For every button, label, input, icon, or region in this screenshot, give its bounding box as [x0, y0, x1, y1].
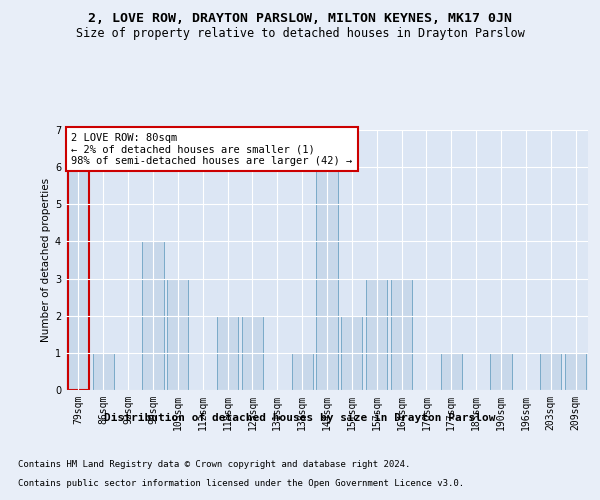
- Bar: [391, 278, 412, 390]
- Text: 2, LOVE ROW, DRAYTON PARSLOW, MILTON KEYNES, MK17 0JN: 2, LOVE ROW, DRAYTON PARSLOW, MILTON KEY…: [88, 12, 512, 26]
- Text: Contains HM Land Registry data © Crown copyright and database right 2024.: Contains HM Land Registry data © Crown c…: [18, 460, 410, 469]
- Bar: [167, 278, 188, 390]
- Text: Size of property relative to detached houses in Drayton Parslow: Size of property relative to detached ho…: [76, 28, 524, 40]
- Bar: [242, 316, 263, 390]
- Bar: [93, 353, 114, 390]
- Bar: [540, 353, 561, 390]
- Bar: [341, 316, 362, 390]
- Bar: [490, 353, 512, 390]
- Bar: [565, 353, 586, 390]
- Text: Contains public sector information licensed under the Open Government Licence v3: Contains public sector information licen…: [18, 478, 464, 488]
- Bar: [441, 353, 462, 390]
- Bar: [316, 167, 338, 390]
- Bar: [68, 167, 89, 390]
- Text: 2 LOVE ROW: 80sqm
← 2% of detached houses are smaller (1)
98% of semi-detached h: 2 LOVE ROW: 80sqm ← 2% of detached house…: [71, 132, 352, 166]
- Bar: [292, 353, 313, 390]
- Bar: [366, 278, 387, 390]
- Text: Distribution of detached houses by size in Drayton Parslow: Distribution of detached houses by size …: [104, 412, 496, 422]
- Bar: [217, 316, 238, 390]
- Bar: [142, 242, 164, 390]
- Y-axis label: Number of detached properties: Number of detached properties: [41, 178, 51, 342]
